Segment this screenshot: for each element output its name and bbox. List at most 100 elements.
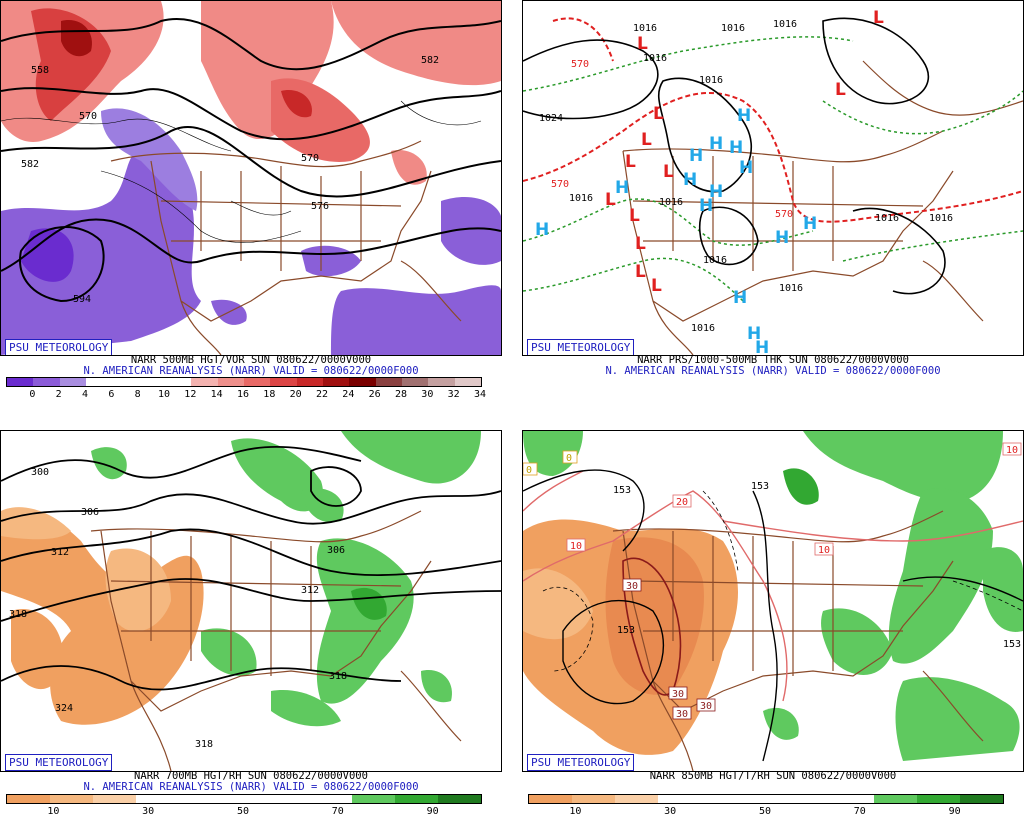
high-pressure-marker: H <box>737 106 751 126</box>
isobar-label: 1016 <box>691 323 715 334</box>
colorbar-label: 6 <box>108 389 115 400</box>
moist-area <box>271 690 341 727</box>
positive-vorticity-area <box>391 150 427 185</box>
temperature-dashed-contours <box>542 490 1023 672</box>
colorbar-swatch <box>394 795 438 803</box>
caption-product: NARR 700MB HGT/RH SUN 080622/0000V000 <box>134 770 368 782</box>
high-pressure-markers: H H H H H H H H H H H H H H H <box>535 106 817 355</box>
colorbar-swatch <box>191 378 218 386</box>
colorbar-swatch <box>50 795 94 803</box>
colorbar-swatch <box>787 795 831 803</box>
low-pressure-marker: L <box>625 152 636 172</box>
colorbar-label: 34 <box>473 389 487 400</box>
colorbar-swatch <box>243 378 271 386</box>
high-pressure-marker: H <box>535 220 549 240</box>
contour-label: 324 <box>55 703 73 714</box>
colorbar-label: 30 <box>421 389 434 400</box>
colorbar-label: 28 <box>394 389 408 400</box>
colorbar-label: 8 <box>134 389 141 400</box>
colorbar-label: 50 <box>236 806 250 817</box>
colorbar-label: 14 <box>210 389 223 400</box>
colorbar-swatch <box>179 795 223 803</box>
colorbar-label: 26 <box>368 389 381 400</box>
colorbar-swatch <box>217 378 244 386</box>
isobar-label: 1016 <box>875 213 899 224</box>
caption-product: NARR 850MB HGT/T/RH SUN 080622/0000V000 <box>649 770 897 782</box>
colorbar-label: 70 <box>853 806 866 817</box>
map-pressure: 1016 1016 1016 1016 1024 570 1016 1016 1… <box>522 0 1024 356</box>
moist-area <box>91 447 127 480</box>
moist-area <box>983 547 1023 632</box>
isobar-labels: 1016 1016 1016 1016 1024 570 1016 1016 1… <box>539 19 953 334</box>
map-700mb-svg: 300 306 312 318 324 306 312 318 318 <box>1 431 501 771</box>
moist-area <box>351 587 387 620</box>
colorbar-swatch <box>59 378 86 386</box>
political-borders <box>110 140 462 355</box>
high-pressure-marker: H <box>747 324 761 344</box>
colorbar-swatch <box>375 378 402 386</box>
colorbar-label: 30 <box>664 806 677 817</box>
vorticity-colorbar-labels: 0 2 4 6 8 10 12 14 16 18 20 22 24 26 28 30 32 34 <box>6 389 486 400</box>
vorticity-colorbar <box>6 377 482 387</box>
panel-pressure-thickness: 1016 1016 1016 1016 1024 570 1016 1016 1… <box>522 0 1024 405</box>
colorbar-label: 2 <box>55 389 62 400</box>
low-pressure-marker: L <box>635 234 646 254</box>
positive-vorticity-area <box>281 90 312 118</box>
colorbar-swatch <box>164 378 192 386</box>
colorbar-swatch <box>830 795 874 803</box>
colorbar-label: 16 <box>236 389 250 400</box>
moist-area <box>341 431 481 484</box>
moist-area <box>316 538 414 704</box>
colorbar-swatch <box>138 378 165 386</box>
colorbar-swatch <box>265 795 309 803</box>
map-500mb-svg: 558 570 582 570 594 576 582 <box>1 1 501 355</box>
colorbar-swatch <box>33 378 60 386</box>
psu-meteorology-badge: PSU METEOROLOGY <box>527 339 635 355</box>
colorbar-label: 32 <box>447 389 460 400</box>
colorbar-swatch <box>572 795 616 803</box>
positive-vorticity-area <box>61 20 92 57</box>
thickness-lines <box>523 36 1023 302</box>
moist-area <box>783 468 819 505</box>
map-850mb: 153 153 153 153 0 0 10 10 10 20 30 <box>522 430 1024 772</box>
negative-vorticity-area <box>301 245 361 277</box>
low-pressure-marker: L <box>835 80 846 100</box>
dry-area <box>11 609 63 690</box>
dry-area <box>105 548 171 632</box>
high-pressure-marker: H <box>689 146 703 166</box>
colorbar-label: 22 <box>315 389 329 400</box>
colorbar-swatch <box>658 795 702 803</box>
panel-850mb-rh: 153 153 153 153 0 0 10 10 10 20 30 <box>522 430 1024 819</box>
contour-label: 582 <box>421 55 439 66</box>
contour-label: 570 <box>79 111 97 122</box>
colorbar-swatch <box>744 795 788 803</box>
temperature-label: 20 <box>676 497 688 508</box>
colorbar-label: 18 <box>263 389 276 400</box>
low-pressure-marker: L <box>873 8 884 28</box>
moist-area <box>301 488 344 523</box>
temperature-label: 0 <box>566 453 572 464</box>
moist-area <box>763 707 799 740</box>
temperature-label: 10 <box>1006 445 1018 456</box>
political-borders <box>612 510 984 771</box>
temperature-label: 30 <box>672 689 684 700</box>
thickness-label: 570 <box>551 179 569 190</box>
panel-500mb-vorticity: 558 570 582 570 594 576 582 PSU METEOROL… <box>0 0 502 405</box>
caption-product: NARR 500MB HGT/VOR SUN 080622/0000V000 <box>130 354 372 366</box>
colorbar-swatch <box>873 795 917 803</box>
low-pressure-marker: L <box>663 162 674 182</box>
isobar-label: 1016 <box>659 197 683 208</box>
moist-area <box>803 431 1003 502</box>
isobar-label: 1016 <box>703 255 727 266</box>
high-pressure-marker: H <box>699 196 713 216</box>
colorbar-label: 90 <box>426 806 439 817</box>
contour-label: 318 <box>195 739 213 750</box>
high-pressure-marker: H <box>709 182 723 202</box>
psu-meteorology-badge: PSU METEOROLOGY <box>5 754 113 771</box>
caption-valid: N. AMERICAN REANALYSIS (NARR) VALID = 08… <box>83 781 419 793</box>
low-pressure-marker: L <box>629 206 640 226</box>
contour-label: 318 <box>329 671 347 682</box>
colorbar-swatch <box>701 795 745 803</box>
height-contours <box>1 446 501 691</box>
map-700mb: 300 306 312 318 324 306 312 318 318 PSU … <box>0 430 502 772</box>
